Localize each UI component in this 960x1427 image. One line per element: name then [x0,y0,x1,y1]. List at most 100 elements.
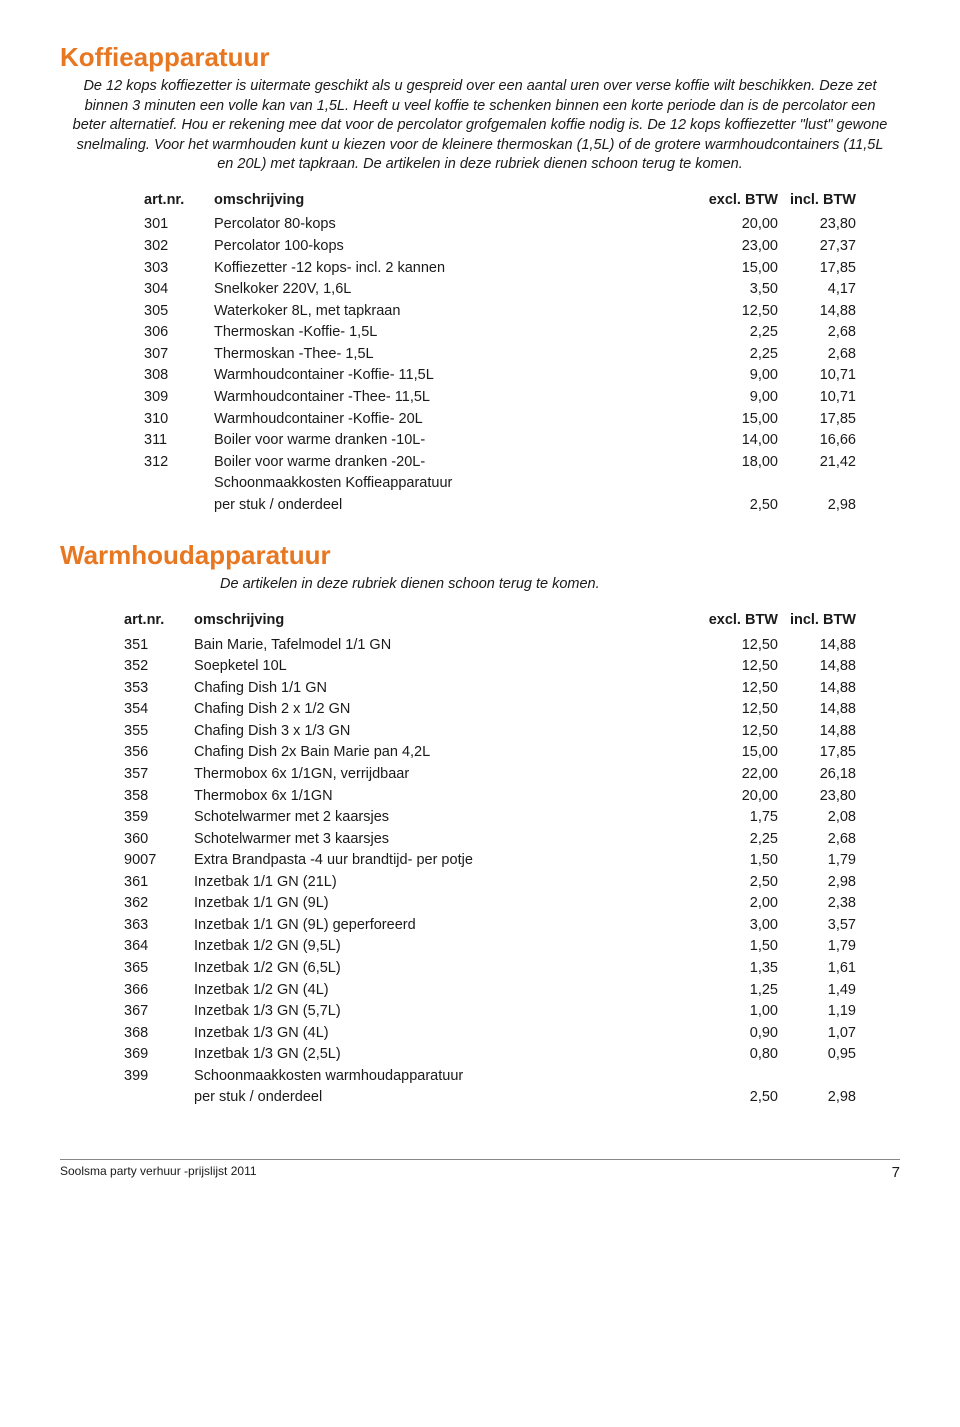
cell-desc: Schoonmaakkosten Koffieapparatuur [210,473,704,495]
th-inclbtw: incl. BTW [782,609,860,635]
cell-desc: Inzetbak 1/2 GN (4L) [190,980,704,1002]
cell-excl: 2,25 [704,829,782,851]
cell-excl: 14,00 [704,430,782,452]
table-row: 306Thermoskan -Koffie- 1,5L2,252,68 [140,322,860,344]
cell-excl: 1,50 [704,850,782,872]
table-row: 305Waterkoker 8L, met tapkraan12,5014,88 [140,301,860,323]
table-koffie: art.nr. omschrijving excl. BTW incl. BTW… [140,189,860,516]
cell-desc: per stuk / onderdeel [190,1087,704,1109]
cell-desc: Inzetbak 1/3 GN (2,5L) [190,1044,704,1066]
cell-desc: Inzetbak 1/1 GN (9L) [190,893,704,915]
table-row: 361Inzetbak 1/1 GN (21L)2,502,98 [120,872,860,894]
cell-artnr: 356 [120,742,190,764]
cell-artnr: 306 [140,322,210,344]
cell-incl [782,473,860,495]
cell-desc: Warmhoudcontainer -Koffie- 11,5L [210,365,704,387]
table-row: 357Thermobox 6x 1/1GN, verrijdbaar22,002… [120,764,860,786]
cell-excl: 15,00 [704,409,782,431]
cell-artnr: 353 [120,678,190,700]
cell-excl: 1,35 [704,958,782,980]
cell-artnr: 361 [120,872,190,894]
cell-incl: 10,71 [782,387,860,409]
cell-incl: 14,88 [782,699,860,721]
cell-incl: 10,71 [782,365,860,387]
cell-desc: Boiler voor warme dranken -10L- [210,430,704,452]
cell-artnr: 359 [120,807,190,829]
table-row: 360Schotelwarmer met 3 kaarsjes2,252,68 [120,829,860,851]
cell-artnr: 304 [140,279,210,301]
table-row: 310Warmhoudcontainer -Koffie- 20L15,0017… [140,409,860,431]
cell-excl: 3,50 [704,279,782,301]
cell-incl: 1,79 [782,936,860,958]
cell-desc: Thermoskan -Thee- 1,5L [210,344,704,366]
cell-desc: Inzetbak 1/2 GN (9,5L) [190,936,704,958]
cell-incl: 2,68 [782,322,860,344]
cell-incl: 14,88 [782,678,860,700]
cell-desc: Inzetbak 1/1 GN (9L) geperforeerd [190,915,704,937]
cell-incl: 2,98 [782,872,860,894]
table-row: 359Schotelwarmer met 2 kaarsjes1,752,08 [120,807,860,829]
cell-incl: 17,85 [782,409,860,431]
cell-excl: 18,00 [704,452,782,474]
th-artnr: art.nr. [140,189,210,215]
cell-artnr: 365 [120,958,190,980]
intro-koffie: De 12 kops koffiezetter is uitermate ges… [60,77,900,175]
cell-incl: 23,80 [782,214,860,236]
cell-incl: 2,68 [782,829,860,851]
cell-desc: Chafing Dish 1/1 GN [190,678,704,700]
cell-desc: Thermoskan -Koffie- 1,5L [210,322,704,344]
cell-excl: 23,00 [704,236,782,258]
cell-incl: 26,18 [782,764,860,786]
cell-excl: 9,00 [704,365,782,387]
table-row: 351Bain Marie, Tafelmodel 1/1 GN12,5014,… [120,635,860,657]
cell-excl: 2,50 [704,495,782,517]
table-row: 367Inzetbak 1/3 GN (5,7L)1,001,19 [120,1001,860,1023]
table-row: 356Chafing Dish 2x Bain Marie pan 4,2L15… [120,742,860,764]
cell-excl: 2,50 [704,872,782,894]
table-row: 308Warmhoudcontainer -Koffie- 11,5L9,001… [140,365,860,387]
intro-warmhoud: De artikelen in deze rubriek dienen scho… [220,575,900,595]
cell-incl: 1,61 [782,958,860,980]
cell-excl [704,473,782,495]
cell-excl: 20,00 [704,214,782,236]
page-footer: Soolsma party verhuur -prijslijst 2011 7 [60,1159,900,1183]
cell-excl: 0,90 [704,1023,782,1045]
cell-artnr: 358 [120,786,190,808]
cell-desc: Schotelwarmer met 2 kaarsjes [190,807,704,829]
th-exclbtw: excl. BTW [704,609,782,635]
cell-desc: Percolator 80-kops [210,214,704,236]
cell-incl: 14,88 [782,635,860,657]
cell-excl: 22,00 [704,764,782,786]
cell-incl: 17,85 [782,742,860,764]
table-warmhoud: art.nr. omschrijving excl. BTW incl. BTW… [120,609,860,1109]
cell-excl: 12,50 [704,656,782,678]
cell-artnr: 355 [120,721,190,743]
table-row: 365Inzetbak 1/2 GN (6,5L)1,351,61 [120,958,860,980]
cell-excl: 0,80 [704,1044,782,1066]
table-row: 9007Extra Brandpasta -4 uur brandtijd- p… [120,850,860,872]
cell-incl: 27,37 [782,236,860,258]
table-row: 364Inzetbak 1/2 GN (9,5L)1,501,79 [120,936,860,958]
th-desc: omschrijving [210,189,704,215]
cell-incl: 0,95 [782,1044,860,1066]
cell-incl: 23,80 [782,786,860,808]
cell-artnr: 309 [140,387,210,409]
cell-artnr: 305 [140,301,210,323]
table-row: 358Thermobox 6x 1/1GN20,0023,80 [120,786,860,808]
cell-incl: 17,85 [782,258,860,280]
cell-desc: Thermobox 6x 1/1GN, verrijdbaar [190,764,704,786]
cell-incl: 4,17 [782,279,860,301]
table-row: 362Inzetbak 1/1 GN (9L)2,002,38 [120,893,860,915]
cell-incl: 1,79 [782,850,860,872]
cell-excl: 15,00 [704,258,782,280]
cell-artnr: 363 [120,915,190,937]
cell-desc: Boiler voor warme dranken -20L- [210,452,704,474]
cell-excl: 20,00 [704,786,782,808]
cell-excl: 2,50 [704,1087,782,1109]
cell-artnr: 311 [140,430,210,452]
cell-desc: Thermobox 6x 1/1GN [190,786,704,808]
cell-excl: 12,50 [704,721,782,743]
table-row: 369Inzetbak 1/3 GN (2,5L)0,800,95 [120,1044,860,1066]
cell-artnr: 357 [120,764,190,786]
table-row: 355Chafing Dish 3 x 1/3 GN12,5014,88 [120,721,860,743]
